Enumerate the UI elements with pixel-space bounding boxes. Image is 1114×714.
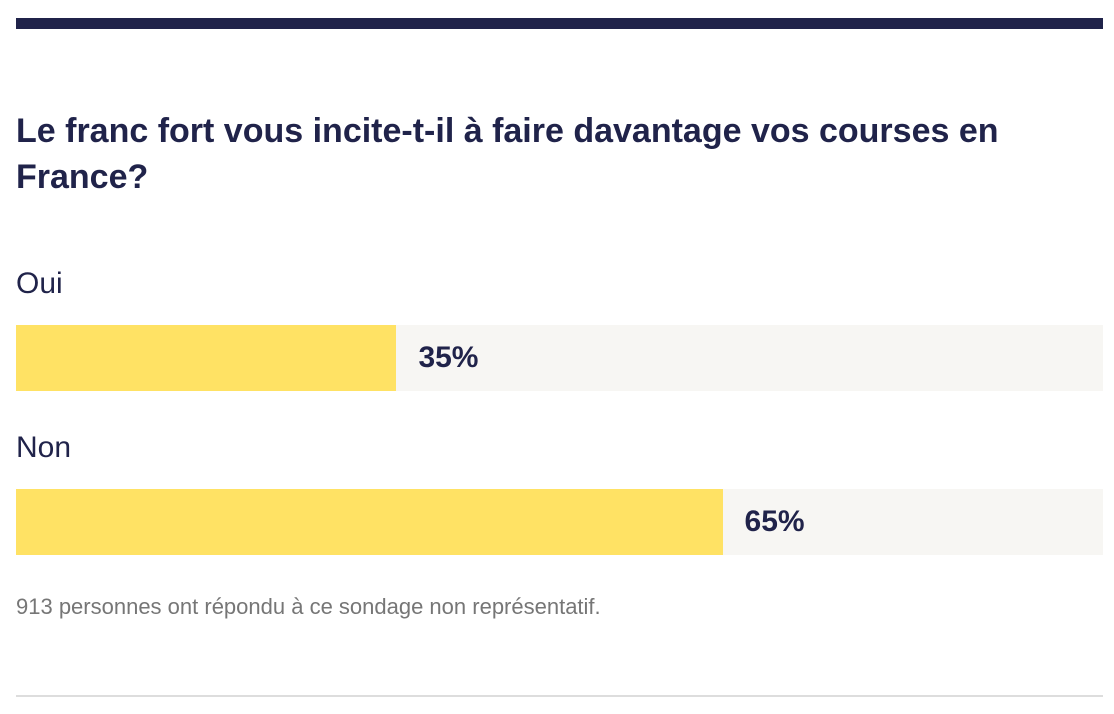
poll-question: Le franc fort vous incite-t-il à faire d… [16,112,999,196]
option-label-oui: Oui [16,267,63,300]
result-percent-oui: 35% [418,341,479,374]
result-bar-track-oui: 35% [16,325,1103,391]
poll-footnote: 913 personnes ont répondu à ce sondage n… [16,594,601,619]
option-label-non: Non [16,431,72,464]
result-bar-fill-non [16,489,723,555]
result-bar-fill-oui [16,325,397,391]
result-percent-non: 65% [744,505,805,538]
result-bar-track-non: 65% [16,489,1103,555]
top-accent-bar [16,18,1103,29]
bottom-divider [16,695,1103,697]
